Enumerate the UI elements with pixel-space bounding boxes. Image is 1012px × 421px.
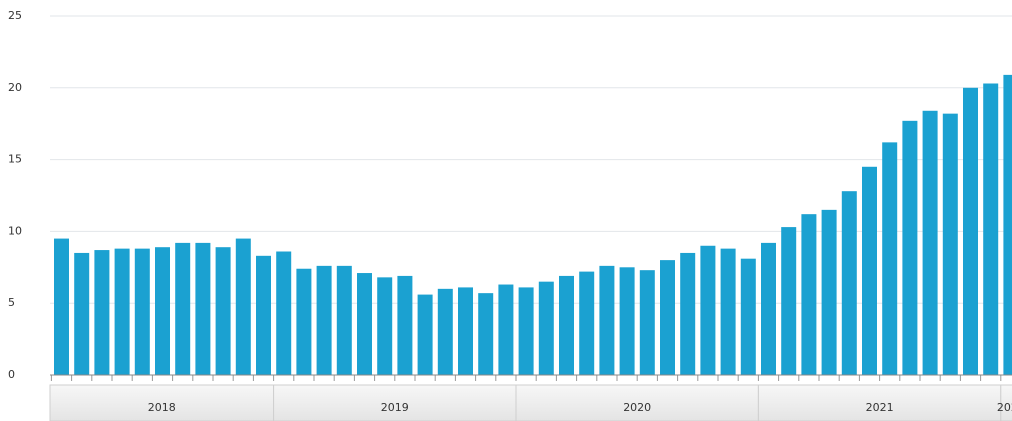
bar xyxy=(377,277,393,375)
bar xyxy=(922,110,938,375)
bar xyxy=(720,248,736,375)
bar xyxy=(336,265,352,375)
bar xyxy=(639,270,655,375)
bar xyxy=(963,87,978,376)
bar xyxy=(983,83,999,375)
bar xyxy=(660,260,675,375)
bar xyxy=(74,252,90,375)
year-label: 2018 xyxy=(148,401,176,414)
y-tick-label: 5 xyxy=(8,296,15,309)
y-tick-label: 0 xyxy=(8,368,15,381)
bar xyxy=(256,255,271,375)
bar xyxy=(761,242,776,375)
year-band xyxy=(1000,384,1012,421)
y-tick-label: 25 xyxy=(8,9,22,22)
bar xyxy=(579,271,595,375)
bar xyxy=(437,288,453,375)
bar xyxy=(801,214,817,375)
bar xyxy=(680,252,696,375)
bar xyxy=(781,227,797,375)
year-label: 2022 xyxy=(997,401,1012,414)
bar xyxy=(821,209,837,375)
year-label: 2019 xyxy=(381,401,409,414)
bar xyxy=(397,275,413,375)
bar xyxy=(235,238,251,375)
bar xyxy=(559,275,574,375)
year-band xyxy=(49,384,275,421)
bar xyxy=(862,166,877,375)
bar xyxy=(357,273,372,375)
bar xyxy=(276,251,292,375)
bar xyxy=(740,258,756,375)
y-tick-label: 20 xyxy=(8,81,22,94)
bar xyxy=(498,284,514,375)
y-tick-label: 15 xyxy=(8,153,22,166)
bar xyxy=(134,248,150,375)
bar xyxy=(700,245,716,375)
bar xyxy=(215,247,231,375)
bar xyxy=(478,293,494,375)
bar xyxy=(458,287,473,375)
bar xyxy=(1003,74,1012,375)
bar xyxy=(619,267,635,375)
bar xyxy=(417,294,433,375)
bar xyxy=(155,247,170,375)
bar xyxy=(316,265,332,375)
year-label: 2020 xyxy=(623,401,651,414)
bar xyxy=(942,113,958,375)
bar xyxy=(175,242,191,375)
bar xyxy=(54,238,69,375)
bar xyxy=(195,242,211,375)
bar xyxy=(296,268,312,375)
bar xyxy=(538,281,554,375)
bar xyxy=(599,265,615,375)
y-tick-label: 10 xyxy=(8,224,22,237)
bar xyxy=(841,191,857,375)
bar xyxy=(518,287,534,375)
bar xyxy=(882,142,898,375)
bar xyxy=(902,120,918,375)
year-label: 2021 xyxy=(866,401,894,414)
bar xyxy=(114,248,130,375)
bar xyxy=(94,250,110,375)
